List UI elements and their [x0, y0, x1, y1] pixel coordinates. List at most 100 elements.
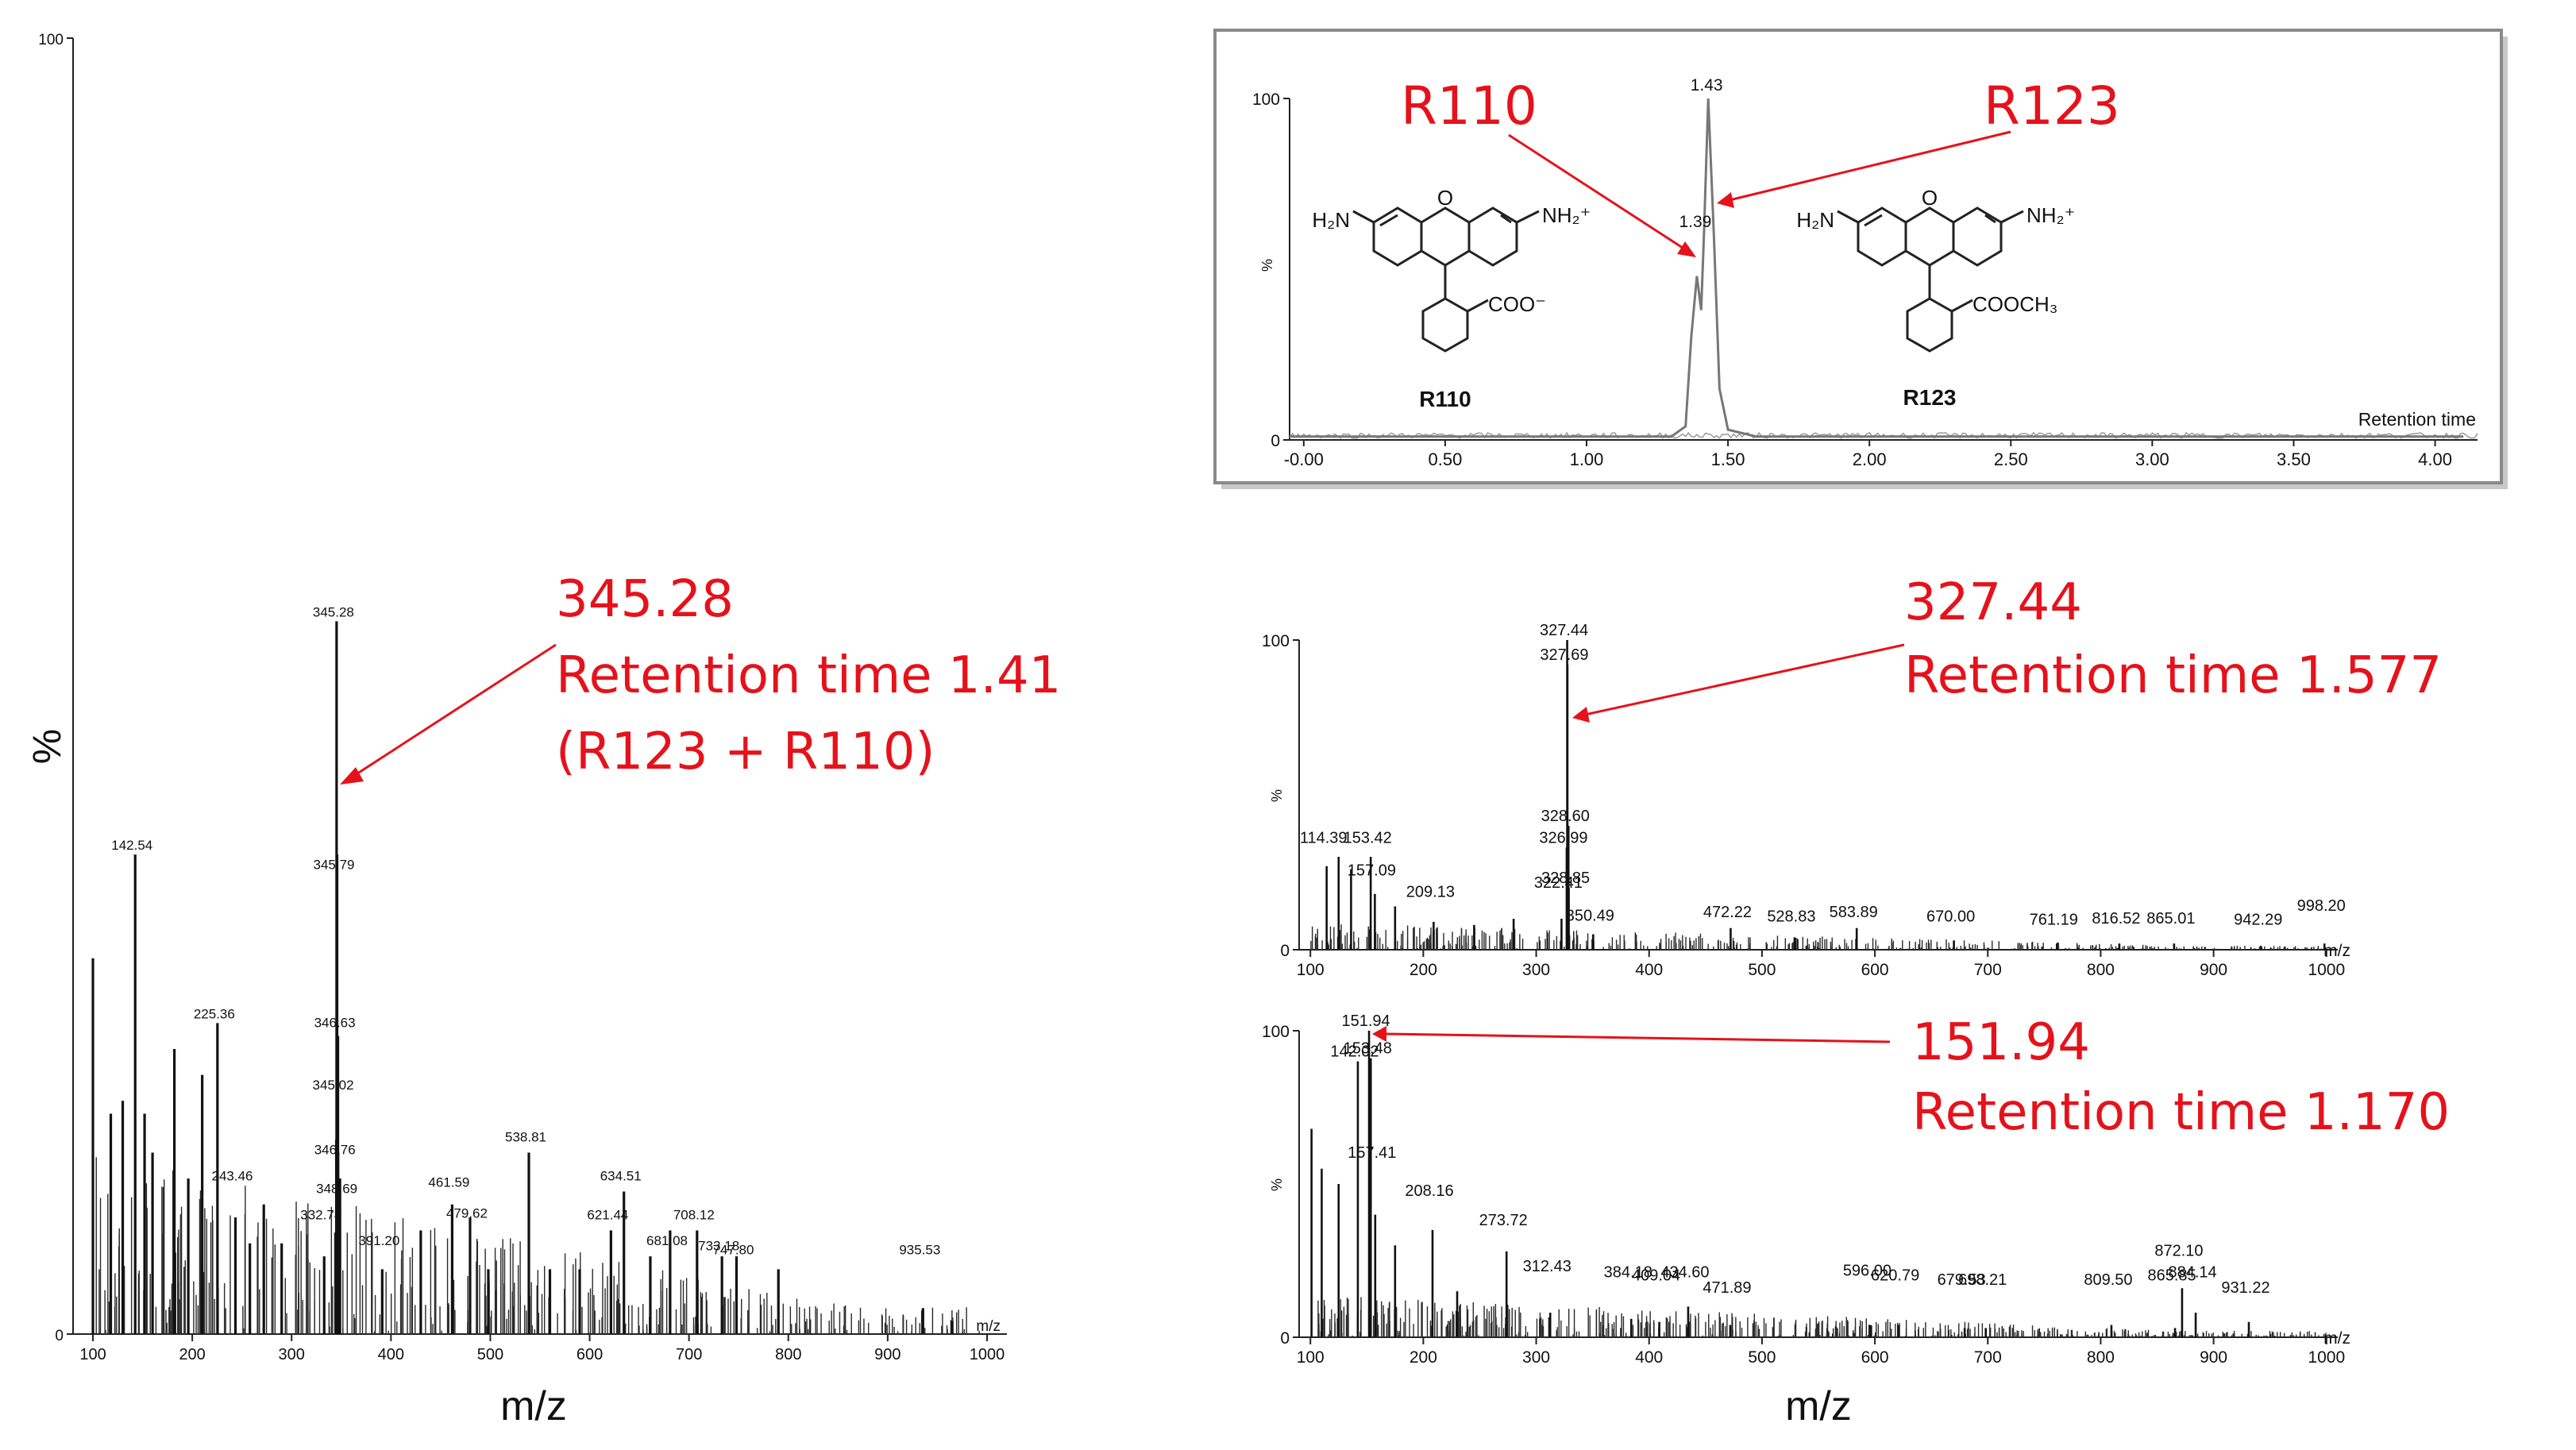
peak-label: 350.49 — [1566, 908, 1614, 925]
main-x-ticks: 100 200 300 400 500 600 700 800 900 1000 — [79, 1334, 1005, 1363]
r110-amine-left: H₂N — [1312, 208, 1350, 232]
x-tick-label: 800 — [2087, 1348, 2115, 1367]
inset-peak-label: 1.39 — [1679, 213, 1711, 231]
rt1577-annotation-line-1: 327.44 — [1904, 573, 2082, 632]
rt1170-annotation-line-2: Retention time 1.170 — [1912, 1083, 2450, 1142]
r123-amine-left: H₂N — [1796, 208, 1834, 232]
peak-label: 114.39 — [1300, 829, 1348, 846]
x-tick-label: 700 — [1974, 961, 2002, 979]
x-tick-label: 800 — [775, 1346, 801, 1363]
r123-oxygen: O — [1922, 186, 1938, 210]
rt1170-spectrum-trace — [1310, 1031, 2327, 1337]
r123-structure: O H₂N NH₂⁺ COOCH₃ R123 — [1796, 186, 2075, 410]
peak-label: 583.89 — [1830, 904, 1878, 921]
r110-name: R110 — [1419, 387, 1471, 411]
peak-label: 142.02 — [1330, 1043, 1379, 1061]
inset-x-tick-label: 3.00 — [2135, 449, 2169, 469]
x-tick-label: 900 — [874, 1346, 900, 1363]
x-tick-label: 600 — [1861, 1348, 1889, 1367]
inset-chromatogram-trace — [1290, 98, 2464, 438]
rt1577-ytick-label-0: 0 — [1280, 942, 1290, 960]
peak-label: 391.20 — [358, 1233, 399, 1248]
peak-label: 345.79 — [314, 858, 355, 873]
inset-annotation-r123: R123 — [1984, 75, 2120, 137]
peak-label: 472.22 — [1703, 904, 1752, 921]
rt1170-ytick-label-0: 0 — [1280, 1329, 1290, 1348]
peak-label: 528.83 — [1767, 908, 1815, 925]
peak-label: 679.53 — [1938, 1271, 1986, 1289]
inset-x-axis-label: Retention time — [2358, 409, 2476, 430]
x-tick-label: 600 — [1861, 961, 1889, 979]
rt1577-mz-axis-tag: m/z — [2323, 942, 2350, 960]
peak-label: 346.76 — [314, 1143, 356, 1158]
peak-label: 461.59 — [428, 1174, 469, 1190]
r123-substituent: COOCH₃ — [1972, 292, 2057, 316]
peak-label: 345.28 — [313, 604, 354, 619]
main-spectrum-trace — [91, 621, 980, 1334]
peak-label: 708.12 — [673, 1207, 715, 1222]
peak-label: 312.43 — [1523, 1258, 1571, 1275]
x-tick-label: 1000 — [2308, 961, 2345, 979]
inset-arrow-r123 — [1729, 130, 2011, 202]
peak-label: 225.36 — [194, 1006, 235, 1021]
rt1170-annotation: 151.94 Retention time 1.170 — [1372, 1013, 2450, 1142]
peak-label: 620.79 — [1871, 1267, 1919, 1284]
peak-label: 327.44 — [1540, 622, 1588, 639]
peak-label: 634.51 — [600, 1168, 642, 1183]
rt1170-annotation-arrowhead — [1372, 1026, 1386, 1042]
main-x-axis-label: m/z — [500, 1383, 567, 1429]
peak-label: 153.42 — [1344, 829, 1392, 846]
peak-label: 273.72 — [1479, 1212, 1528, 1229]
x-tick-label: 400 — [1635, 1348, 1663, 1367]
inset-x-tick-label: 3.50 — [2277, 449, 2311, 469]
peak-label: 596.00 — [1843, 1263, 1892, 1280]
spectrum-rt-1577-panel: 100 0 % 327.44 327.69 328.60 326.99 328.85 11… — [1262, 622, 2350, 979]
x-tick-label: 700 — [676, 1346, 702, 1363]
peak-label: 942.29 — [2234, 911, 2282, 928]
peak-label: 322.41 — [1534, 874, 1583, 892]
rt1170-mz-axis-tag: m/z — [2323, 1329, 2350, 1348]
rt1170-x-ticks: 100 200 300 400 500 600 700 800 900 1000 — [1297, 1337, 2345, 1367]
rt1170-y-axis-label: % — [1269, 1178, 1285, 1191]
peak-label: 935.53 — [899, 1242, 940, 1257]
peak-label: 409.04 — [1632, 1267, 1680, 1284]
x-tick-label: 200 — [179, 1346, 205, 1363]
inset-x-tick-label: -0.00 — [1284, 449, 1324, 469]
peak-label: 157.41 — [1348, 1144, 1396, 1162]
rt1577-annotation: 327.44 Retention time 1.577 — [1572, 573, 2442, 723]
x-tick-label: 900 — [2200, 1348, 2227, 1367]
peak-label: 681.08 — [646, 1233, 688, 1248]
x-tick-label: 800 — [2087, 961, 2115, 979]
inset-x-tick-label: 4.00 — [2418, 449, 2452, 469]
peak-label: 670.00 — [1926, 908, 1975, 925]
peak-label: 151.94 — [1341, 1012, 1390, 1030]
peak-label: 884.14 — [2168, 1264, 2216, 1282]
peak-label: 348.69 — [316, 1182, 357, 1197]
main-annotation-arrowhead — [340, 767, 364, 785]
inset-x-ticks: -0.00 0.50 1.00 1.50 2.00 2.50 3.00 3.50 4.00 — [1284, 440, 2452, 469]
inset-baseline-noise — [1289, 431, 2478, 440]
peak-label: 621.44 — [587, 1207, 628, 1222]
peak-label: 328.60 — [1541, 808, 1590, 825]
x-tick-label: 400 — [1635, 961, 1663, 979]
inset-arrowhead-r110 — [1677, 241, 1696, 257]
main-spectrum-panel: 100 0 142.54 225.36 243.46 332.78 345.28 345.… — [25, 32, 1007, 1429]
x-tick-label: 100 — [1297, 961, 1325, 979]
peak-label: 327.69 — [1540, 646, 1588, 664]
x-tick-label: 1000 — [970, 1346, 1005, 1363]
rt1577-annotation-arrow — [1584, 643, 1905, 716]
main-ytick-label-0: 0 — [55, 1328, 64, 1344]
r110-amine-right: NH₂⁺ — [1542, 203, 1591, 227]
peak-label: 157.09 — [1348, 862, 1396, 879]
x-tick-label: 700 — [1974, 1348, 2002, 1367]
rt1577-ytick-label-100: 100 — [1262, 632, 1290, 650]
inset-x-tick-label: 0.50 — [1428, 449, 1462, 469]
peak-label: 209.13 — [1406, 884, 1455, 901]
right-x-axis-label: m/z — [1785, 1383, 1852, 1429]
inset-x-tick-label: 2.50 — [1994, 449, 2028, 469]
x-tick-label: 300 — [1522, 1348, 1550, 1367]
x-tick-label: 200 — [1409, 1348, 1437, 1367]
x-tick-label: 500 — [1748, 961, 1776, 979]
inset-x-tick-label: 2.00 — [1853, 449, 1887, 469]
